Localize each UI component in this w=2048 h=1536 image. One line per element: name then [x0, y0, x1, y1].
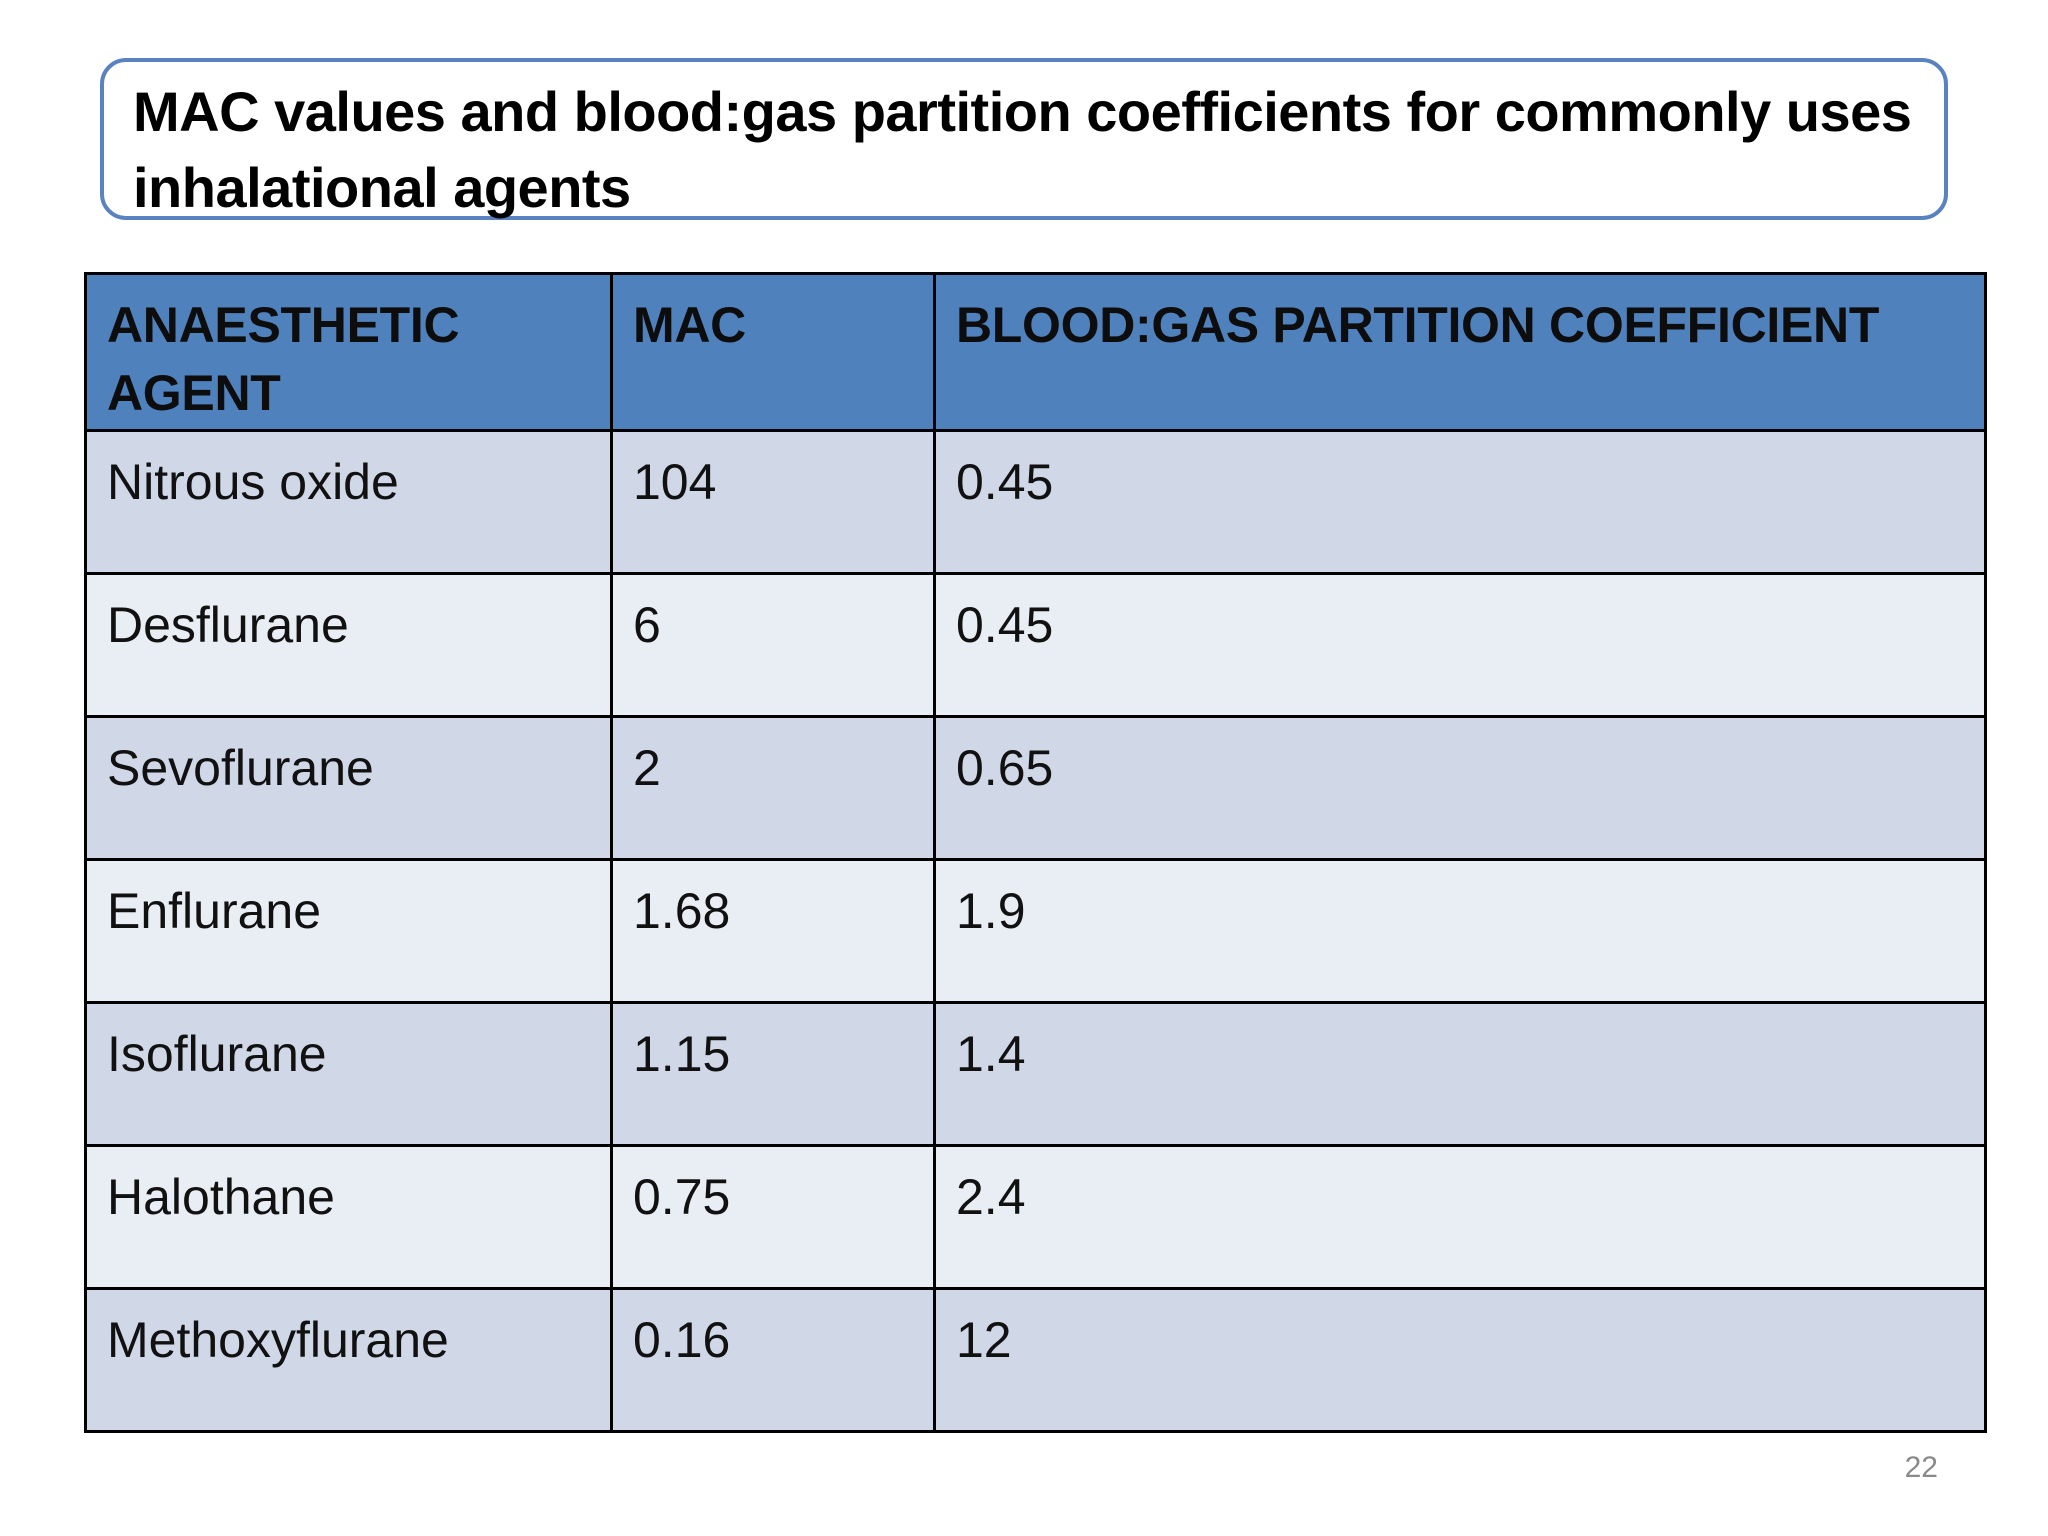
cell-mac: 0.75	[610, 1144, 936, 1290]
cell-mac: 104	[610, 429, 936, 575]
cell-agent: Sevoflurane	[84, 715, 613, 861]
slide-title: MAC values and blood:gas partition coeff…	[133, 80, 1912, 219]
cell-agent: Halothane	[84, 1144, 613, 1290]
cell-coefficient: 0.45	[933, 429, 1987, 575]
table-row: Methoxyflurane 0.16 12	[84, 1287, 1987, 1433]
cell-agent: Methoxyflurane	[84, 1287, 613, 1433]
table-row: Enflurane 1.68 1.9	[84, 858, 1987, 1004]
header-agent: ANAESTHETIC AGENT	[84, 272, 613, 432]
table-row: Halothane 0.75 2.4	[84, 1144, 1987, 1290]
cell-mac: 2	[610, 715, 936, 861]
slide-title-box: MAC values and blood:gas partition coeff…	[100, 58, 1948, 220]
header-mac: MAC	[610, 272, 936, 432]
cell-agent: Nitrous oxide	[84, 429, 613, 575]
cell-agent: Enflurane	[84, 858, 613, 1004]
table-row: Sevoflurane 2 0.65	[84, 715, 1987, 861]
cell-coefficient: 0.45	[933, 572, 1987, 718]
table-row: Isoflurane 1.15 1.4	[84, 1001, 1987, 1147]
cell-mac: 1.68	[610, 858, 936, 1004]
cell-mac: 6	[610, 572, 936, 718]
table-row: Desflurane 6 0.45	[84, 572, 1987, 718]
data-table-container: ANAESTHETIC AGENT MAC BLOOD:GAS PARTITIO…	[84, 272, 1987, 1433]
cell-mac: 1.15	[610, 1001, 936, 1147]
cell-agent: Desflurane	[84, 572, 613, 718]
cell-coefficient: 1.9	[933, 858, 1987, 1004]
cell-coefficient: 12	[933, 1287, 1987, 1433]
header-partition-coefficient: BLOOD:GAS PARTITION COEFFICIENT	[933, 272, 1987, 432]
cell-coefficient: 0.65	[933, 715, 1987, 861]
cell-coefficient: 2.4	[933, 1144, 1987, 1290]
table-header-row: ANAESTHETIC AGENT MAC BLOOD:GAS PARTITIO…	[84, 272, 1987, 432]
slide-number: 22	[1904, 1451, 1938, 1484]
table-row: Nitrous oxide 104 0.45	[84, 429, 1987, 575]
mac-table: ANAESTHETIC AGENT MAC BLOOD:GAS PARTITIO…	[84, 272, 1987, 1433]
cell-mac: 0.16	[610, 1287, 936, 1433]
cell-agent: Isoflurane	[84, 1001, 613, 1147]
cell-coefficient: 1.4	[933, 1001, 1987, 1147]
